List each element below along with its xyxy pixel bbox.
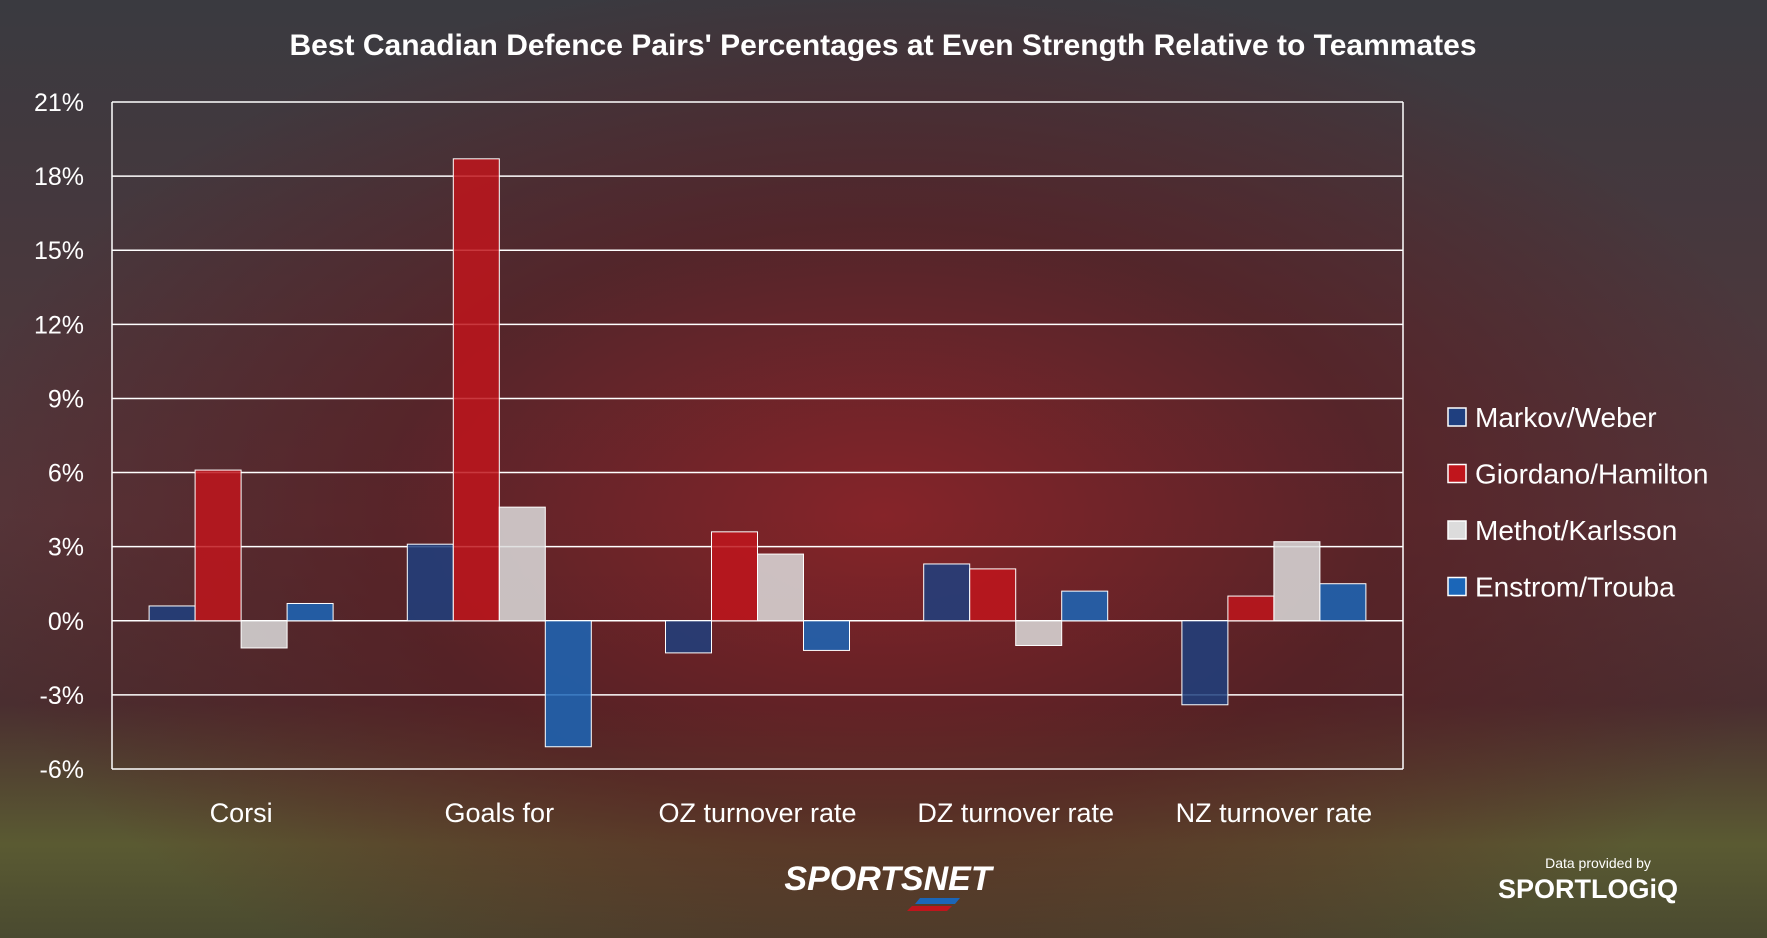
data-credit: Data provided by SPORTLOGiQ [1498,855,1678,904]
bar [969,568,1017,622]
category-label: DZ turnover rate [917,798,1114,828]
category-label: NZ turnover rate [1176,798,1373,828]
bar [544,620,592,748]
legend-label: Enstrom/Trouba [1475,572,1675,603]
sportsnet-swoosh-red-icon [907,906,952,911]
bar [1181,620,1229,706]
legend-label: Markov/Weber [1475,402,1657,433]
sportsnet-logo: SPORTSNET [784,860,995,911]
chart-title: Best Canadian Defence Pairs' Percentages… [289,29,1476,62]
bar [1227,595,1275,622]
y-tick-label: -6% [40,756,84,784]
x-axis-categories: Corsi Goals for OZ turnover rate DZ turnove… [210,798,1373,828]
category-label: Goals for [445,798,555,828]
category-label: Corsi [210,798,273,828]
y-tick-label: 6% [48,460,84,488]
bar [1319,583,1367,622]
legend-label: Giordano/Hamilton [1475,459,1708,490]
bar [1273,541,1321,622]
y-axis-ticks: -6% -3% 0% 3% 6% 9% 12% 15% 18% 21% [34,89,84,784]
legend-label: Methot/Karlsson [1475,515,1677,546]
legend-swatch [1447,463,1467,484]
bar [711,531,758,622]
y-tick-label: 12% [34,311,84,339]
bar [757,553,804,622]
sportsnet-logo-text: SPORTSNET [784,860,994,898]
legend: Markov/Weber Giordano/Hamilton Methot/Karl… [1447,402,1708,603]
bar [194,469,242,622]
credit-label: Data provided by [1545,855,1651,871]
bar [148,605,196,622]
y-tick-label: 21% [34,89,84,117]
y-tick-label: 15% [34,237,84,265]
y-tick-label: 3% [48,534,84,562]
bar [286,602,334,622]
sportsnet-swoosh-icon [915,898,960,904]
legend-swatch [1447,576,1467,597]
bar [1061,590,1109,622]
category-label: OZ turnover rate [658,798,856,828]
bar [406,543,454,622]
y-tick-label: 9% [48,385,84,413]
bar [452,158,500,622]
sportlogiq-logo: SPORTLOGiQ [1498,874,1678,904]
y-tick-label: 0% [48,608,84,636]
bar [803,620,850,651]
bar [498,506,546,622]
bar [1015,620,1063,646]
bars [148,158,1367,748]
bar [665,620,712,654]
bar [240,620,288,649]
legend-swatch [1447,407,1467,427]
y-tick-label: -3% [40,682,84,710]
legend-swatch [1447,520,1467,540]
bar [923,563,971,622]
y-tick-label: 18% [34,163,84,191]
